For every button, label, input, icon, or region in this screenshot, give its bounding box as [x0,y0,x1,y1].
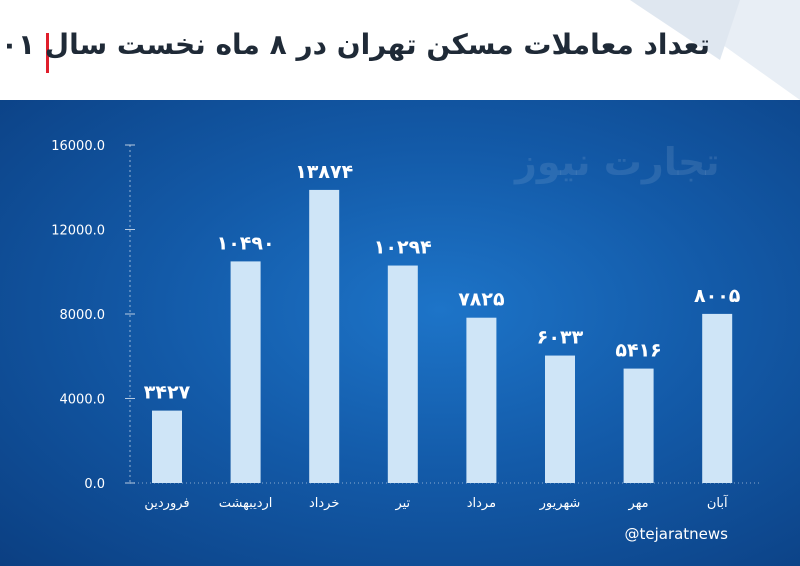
y-tick-label: 16000.0 [51,139,105,154]
data-label: ۱۰۴۹۰ [217,232,275,254]
y-tick-label: 8000.0 [60,308,106,323]
x-tick-label: شهریور [539,496,581,511]
data-label: ۷۸۲۵ [458,289,505,311]
bar [545,355,575,483]
x-tick-label: تیر [394,496,410,511]
y-tick-label: 12000.0 [51,224,105,239]
data-label: ۱۰۲۹۴ [374,237,432,259]
y-tick-label: 4000.0 [60,393,106,408]
header-decoration-inner [630,0,740,60]
data-label: ۶۰۳۳ [537,327,584,349]
data-label: ۵۴۱۶ [615,340,661,362]
x-tick-label: مهر [628,496,649,511]
header: تعداد معاملات مسکن تهران در ۸ ماه نخست س… [0,0,800,100]
x-tick-label: مرداد [467,496,496,511]
bar [702,313,733,483]
bar [466,317,497,483]
y-tick-label: 0.0 [84,477,105,492]
bar [152,410,182,483]
social-handle: @tejaratnews [624,525,728,543]
chart-panel: تجارت نیوز 0.0 4000.0 8000.0 12000.0 16000.0… [0,100,800,566]
x-tick-label: فروردین [144,496,189,511]
x-tick-label: اردیبهشت [219,496,273,511]
watermark: تجارت نیوز [515,140,720,184]
bar [309,189,340,483]
accent-bar [46,33,49,73]
x-tick-label: خرداد [309,496,339,511]
data-label: ۸۰۰۵ [694,285,741,307]
bar-chart: 0.0 4000.0 8000.0 12000.0 16000.0 ۳۴۲۷ فروردین… [51,139,760,511]
data-label: ۱۳۸۷۴ [295,161,353,183]
chart-title: تعداد معاملات مسکن تهران در ۸ ماه نخست س… [0,28,710,61]
bar [623,368,654,483]
bar [387,265,418,483]
data-label: ۳۴۲۷ [144,382,191,404]
x-tick-label: آبان [707,494,729,511]
bar [230,261,261,483]
